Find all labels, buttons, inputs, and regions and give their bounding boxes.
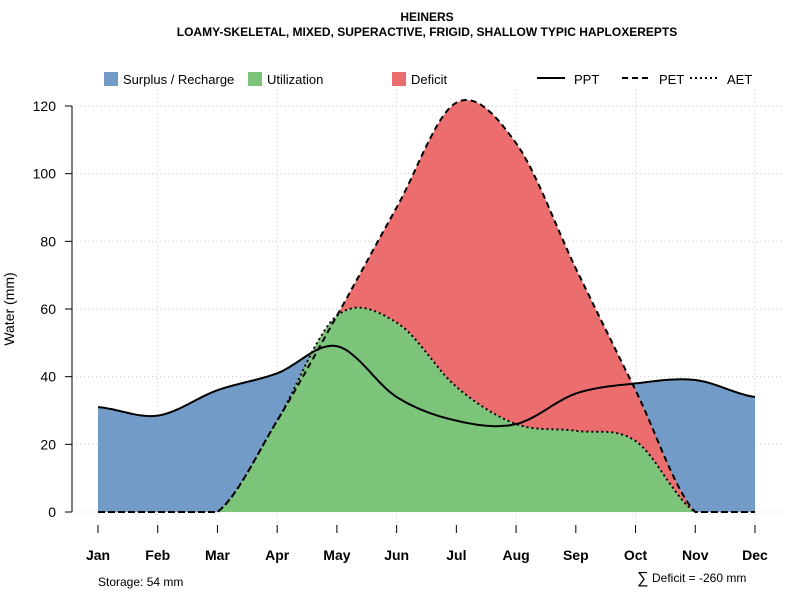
legend-swatch [248,72,262,86]
sum-symbol: ∑ [637,570,648,587]
y-axis-label: Water (mm) [1,272,17,345]
legend-label: PPT [574,72,599,87]
axes: 0 20 40 60 80 100 120 Jan Feb Mar Apr May Jun Jul Aug S… [33,98,768,563]
x-tick-label: Jul [446,547,466,563]
deficit-area [98,100,755,512]
pet-line [98,98,755,513]
legend-label: Utilization [267,72,323,87]
x-tick-label: Apr [265,547,290,563]
x-tick-label: Aug [502,547,529,563]
x-tick-label: Mar [205,547,230,563]
legend-swatch [392,72,406,86]
deficit-note: Deficit = -260 mm [652,571,746,585]
chart-title: HEINERS [400,10,453,24]
legend-label: AET [727,72,752,87]
x-tick-label: Feb [145,547,170,563]
storage-note: Storage: 54 mm [98,575,183,589]
legend-label: Deficit [411,72,448,87]
x-tick-label: Sep [563,547,589,563]
utilization-area [98,307,755,512]
y-tick-label: 0 [48,504,56,520]
areas [98,100,755,512]
legend: Surplus / Recharge Utilization Deficit PPT P… [104,72,752,87]
x-tick-label: May [323,547,350,563]
x-tick-label: Nov [682,547,709,563]
y-tick-label: 60 [40,301,56,317]
ppt-line [97,344,756,428]
x-tick-label: Jun [384,547,409,563]
y-tick-label: 40 [40,369,56,385]
y-tick-label: 100 [33,166,57,182]
x-tick-label: Jan [86,547,110,563]
y-tick-label: 80 [40,233,56,249]
y-tick-label: 120 [33,98,57,114]
chart-subtitle: LOAMY-SKELETAL, MIXED, SUPERACTIVE, FRIG… [177,25,677,39]
x-tick-label: Oct [624,547,648,563]
legend-label: Surplus / Recharge [123,72,234,87]
legend-label: PET [659,72,684,87]
x-tick-label: Dec [742,547,768,563]
y-tick-label: 20 [40,436,56,452]
lines [97,98,756,513]
legend-swatch [104,72,118,86]
